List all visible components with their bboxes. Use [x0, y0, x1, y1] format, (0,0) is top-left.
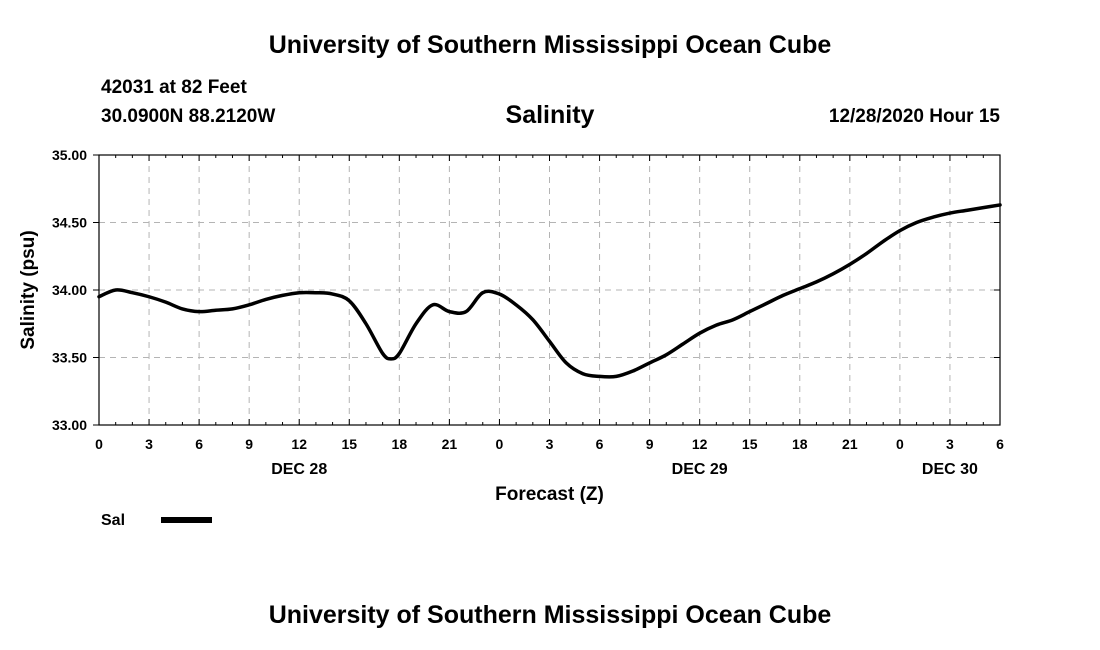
- series-line-sal: [97, 203, 1002, 379]
- x-tick-label: 9: [646, 436, 654, 452]
- x-tick-label: 0: [496, 436, 504, 452]
- coordinates-label: 30.0900N 88.2120W: [101, 106, 276, 127]
- y-axis-label: Salinity (psu): [18, 230, 39, 349]
- y-tick-label: 35.00: [52, 147, 87, 163]
- chart-bottom-title: University of Southern Mississippi Ocean…: [268, 601, 832, 629]
- legend-label-sal: Sal: [101, 512, 125, 529]
- y-tick-label: 33.00: [52, 417, 87, 433]
- x-tick-label: 18: [792, 436, 808, 452]
- x-axis-label: Forecast (Z): [495, 484, 604, 505]
- x-tick-label: 12: [692, 436, 708, 452]
- x-tick-label: 15: [742, 436, 758, 452]
- x-tick-label: 3: [946, 436, 954, 452]
- x-tick-label: 6: [596, 436, 604, 452]
- x-tick-label: 21: [842, 436, 858, 452]
- date-label: DEC 29: [672, 461, 728, 478]
- valid-time-label: 12/28/2020 Hour 15: [828, 106, 1000, 127]
- x-tick-label: 15: [341, 436, 357, 452]
- parameter-title: Salinity: [505, 101, 595, 129]
- x-tick-label: 6: [996, 436, 1004, 452]
- x-tick-label: 12: [291, 436, 307, 452]
- x-tick-label: 0: [896, 436, 904, 452]
- y-tick-label: 33.50: [52, 350, 87, 366]
- y-tick-label: 34.00: [52, 282, 87, 298]
- date-label: DEC 30: [922, 461, 978, 478]
- x-tick-label: 3: [145, 436, 153, 452]
- legend-swatch-sal: [161, 517, 212, 523]
- x-tick-label: 0: [95, 436, 103, 452]
- x-tick-label: 9: [245, 436, 253, 452]
- x-tick-label: 3: [546, 436, 554, 452]
- axis-tick-labels: 0 3 6 9 12 15 18 21 0 3 6 9 12 15 18 21 0 3 6 33.00 33.50 34.…: [52, 147, 1004, 478]
- station-label: 42031 at 82 Feet: [101, 77, 247, 98]
- x-tick-label: 18: [392, 436, 408, 452]
- y-tick-label: 34.50: [52, 215, 87, 231]
- date-label: DEC 28: [271, 461, 327, 478]
- axis-ticks: [93, 154, 1001, 426]
- x-tick-label: 6: [195, 436, 203, 452]
- grid-lines: [99, 155, 1000, 425]
- x-tick-label: 21: [442, 436, 458, 452]
- chart-top-title: University of Southern Mississippi Ocean…: [268, 31, 832, 59]
